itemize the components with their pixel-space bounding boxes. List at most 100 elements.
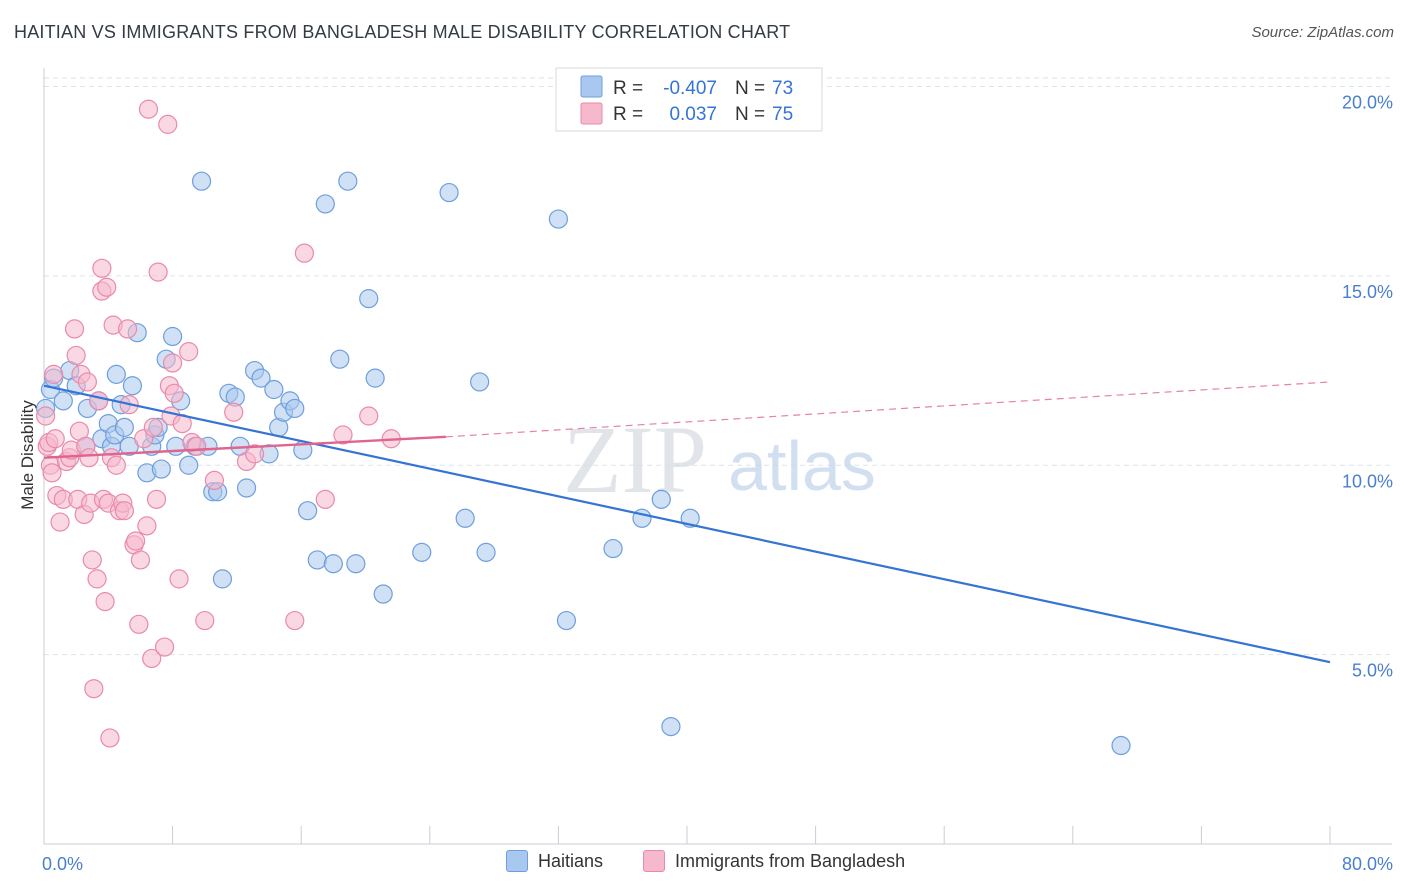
series-legend-label-bangladesh: Immigrants from Bangladesh [675, 850, 906, 871]
bangladesh-point [333, 425, 353, 445]
haitians-point [412, 542, 432, 562]
series-legend-item-haitians: Haitians [506, 850, 603, 872]
bangladesh-point [143, 417, 163, 437]
bangladesh-point [45, 429, 65, 449]
bangladesh-point [84, 679, 104, 699]
haitians-point [455, 508, 475, 528]
haitians-point [298, 501, 318, 521]
y-axis-label: Male Disability [18, 400, 37, 510]
bangladesh-point [130, 550, 151, 570]
bangladesh-point [87, 569, 107, 589]
bangladesh-point [50, 512, 70, 532]
haitians-point [346, 554, 366, 574]
haitians-point [323, 554, 343, 574]
legend-r-label-bangladesh: R = [613, 104, 643, 125]
bangladesh-point [169, 569, 189, 589]
y-tick-label: 5.0% [1352, 661, 1393, 681]
bangladesh-point [204, 470, 224, 491]
correlation-legend: R = -0.407 N = 73 R = 0.037 N = 75 [555, 67, 823, 132]
haitians-point [315, 194, 335, 214]
bangladesh-point [66, 345, 86, 366]
legend-n-value-bangladesh: 75 [772, 104, 793, 125]
haitians-point [556, 610, 577, 631]
legend-swatch-bangladesh [580, 102, 603, 125]
haitians-point [330, 349, 350, 369]
bangladesh-point [138, 99, 159, 119]
axis-layer: 5.0% 10.0% 15.0% 20.0% [43, 68, 1393, 845]
haitians-point [373, 584, 393, 604]
bangladesh-point [137, 516, 157, 536]
bangladesh-point [89, 391, 109, 411]
haitians-point [106, 364, 126, 384]
legend-n-value-haitians: 73 [772, 78, 793, 99]
legend-r-value-bangladesh: 0.037 [669, 104, 717, 125]
haitians-point [251, 368, 271, 388]
y-tick-label: 10.0% [1342, 471, 1393, 491]
bangladesh-point [114, 501, 134, 521]
haitians-point [114, 417, 134, 437]
haitians-point [476, 542, 496, 562]
series-legend-swatch-haitians [506, 850, 528, 872]
bangladesh-point [129, 614, 149, 634]
haitians-point [548, 209, 569, 229]
bangladesh-point [126, 531, 146, 551]
bangladesh-point [82, 550, 102, 570]
haitians-point [439, 182, 459, 203]
haitians-point [603, 538, 623, 559]
legend-r-value-haitians: -0.407 [663, 78, 717, 99]
bangladesh-point [97, 277, 117, 297]
bangladesh-point [195, 610, 215, 631]
haitians-point [163, 326, 183, 347]
bangladesh-point [146, 489, 167, 509]
chart-title: HAITIAN VS IMMIGRANTS FROM BANGLADESH MA… [14, 22, 791, 42]
bangladesh-point [163, 353, 183, 373]
points-layer [36, 99, 1131, 756]
series-legend-label-haitians: Haitians [538, 850, 604, 871]
legend-r-label-haitians: R = [613, 78, 643, 99]
bangladesh-point [36, 406, 56, 426]
bangladesh-point [44, 364, 64, 384]
bangladesh-point [285, 610, 305, 631]
watermark-atlas: atlas [728, 427, 876, 505]
bangladesh-point [92, 258, 112, 278]
bangladesh-point [148, 262, 168, 282]
haitians-point [285, 398, 305, 419]
haitians-point [151, 459, 171, 479]
bangladesh-point [158, 114, 178, 134]
haitians-point [179, 455, 199, 475]
bangladesh-point [187, 436, 207, 456]
haitians-point [212, 569, 233, 589]
source-label: Source: ZipAtlas.com [1251, 24, 1394, 41]
x-tick-label-min: 0.0% [42, 854, 83, 874]
haitians-point [661, 716, 681, 737]
bangladesh-point [42, 463, 62, 483]
watermark: ZIP atlas [563, 406, 876, 513]
legend-n-label-bangladesh: N = [735, 104, 765, 125]
y-tick-label: 20.0% [1342, 93, 1393, 113]
bangladesh-point [154, 637, 175, 657]
bangladesh-point [224, 402, 244, 422]
bangladesh-point [315, 489, 335, 509]
haitians-point [264, 379, 284, 400]
haitians-point [338, 171, 358, 191]
haitians-point [307, 550, 327, 570]
haitians-point [53, 391, 73, 411]
haitians-point [166, 436, 186, 456]
haitians-point [122, 376, 143, 396]
trend-layer [43, 381, 1331, 664]
bangladesh-point [179, 342, 199, 362]
haitians-point [651, 489, 671, 509]
bangladesh-point [106, 455, 126, 475]
bangladesh-point [142, 648, 162, 669]
series-legend-item-bangladesh: Immigrants from Bangladesh [643, 850, 905, 872]
haitians-trend-line [43, 384, 1331, 664]
x-tick-label-max: 80.0% [1342, 854, 1393, 874]
y-tick-label: 15.0% [1342, 282, 1393, 302]
bangladesh-point [164, 383, 184, 403]
bangladesh-point [77, 372, 98, 392]
haitians-point [191, 171, 212, 191]
haitians-point [1111, 735, 1131, 756]
bangladesh-trend-line-extension [445, 381, 1331, 438]
bangladesh-point [359, 406, 379, 426]
